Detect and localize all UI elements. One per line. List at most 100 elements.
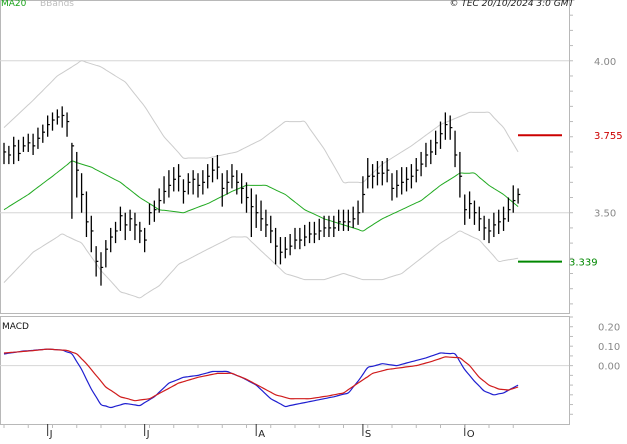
ohlc-bar xyxy=(168,170,172,198)
macd-tick-label: 0.20 xyxy=(598,323,620,334)
bb-lower-line xyxy=(3,230,519,299)
ohlc-bar xyxy=(517,188,521,204)
macd-legend: MACD xyxy=(2,322,29,332)
ohlc-bar xyxy=(182,179,186,204)
ohlc-bar xyxy=(148,203,152,225)
ohlc-bar xyxy=(216,154,220,180)
ohlc-bar xyxy=(459,151,463,198)
ohlc-bar xyxy=(473,200,477,225)
ohlc-bar xyxy=(410,164,414,189)
price-tick-label: 3.50 xyxy=(594,209,616,220)
ohlc-bar xyxy=(265,209,269,238)
ohlc-bar xyxy=(110,227,113,253)
ohlc-bar xyxy=(420,151,424,177)
ohlc-bar xyxy=(119,206,123,231)
ohlc-bar xyxy=(71,142,75,219)
ohlc-bar xyxy=(85,191,89,238)
macd-tick-label: 0.10 xyxy=(598,342,620,353)
ohlc-bar xyxy=(488,218,492,244)
ma20-legend: MA20 xyxy=(1,0,27,9)
ohlc-bar xyxy=(226,170,230,195)
ohlc-bar xyxy=(405,167,409,192)
ohlc-bar xyxy=(498,209,501,234)
macd-panel-frame xyxy=(0,316,570,425)
ohlc-bar xyxy=(313,221,317,244)
ohlc-bar xyxy=(284,237,288,259)
support-label: 3.339 xyxy=(569,258,598,269)
ohlc-bar xyxy=(95,246,99,277)
ohlc-bar xyxy=(177,164,181,192)
ohlc-bar xyxy=(187,173,191,195)
ohlc-bar xyxy=(274,227,278,265)
ohlc-bar xyxy=(22,136,26,152)
ohlc-bar xyxy=(66,112,70,137)
ohlc-bar xyxy=(13,136,16,165)
ohlc-bar xyxy=(323,215,327,238)
ohlc-bar xyxy=(430,139,433,165)
ohlc-bar xyxy=(153,200,157,222)
ohlc-bar xyxy=(449,115,453,140)
ohlc-bar xyxy=(80,173,84,213)
macd-line xyxy=(3,348,519,409)
ohlc-bar xyxy=(342,209,346,231)
ohlc-bar xyxy=(468,191,472,219)
ohlc-bar xyxy=(207,164,210,189)
price-bars xyxy=(3,106,521,286)
ohlc-bar xyxy=(42,124,45,143)
ohlc-bar xyxy=(202,170,206,195)
ohlc-bar xyxy=(270,215,273,244)
ohlc-bar xyxy=(304,224,307,247)
axis-labels: 4.00 3.50 0.20 0.10 0.00 J J A S O xyxy=(3,14,620,440)
ohlc-bar xyxy=(37,127,41,149)
ohlc-bar xyxy=(493,212,497,238)
ohlc-bar xyxy=(231,164,235,189)
ohlc-bar xyxy=(478,206,482,231)
ma20-line xyxy=(3,160,519,232)
ohlc-bar xyxy=(192,170,196,195)
month-label: A xyxy=(258,429,265,440)
ohlc-bar xyxy=(464,194,467,225)
macd-lines xyxy=(3,348,519,409)
month-label: J xyxy=(146,429,150,440)
ohlc-bar xyxy=(163,176,167,204)
ohlc-bar xyxy=(396,170,400,198)
ohlc-bar xyxy=(255,194,259,228)
ohlc-bar xyxy=(454,130,458,168)
ohlc-bar xyxy=(502,206,506,231)
ohlc-bar xyxy=(308,221,312,244)
ma20-path xyxy=(3,160,519,232)
ohlc-bar xyxy=(381,161,385,186)
ohlc-bar xyxy=(134,212,138,241)
ohlc-bar xyxy=(124,212,128,241)
price-panel-frame xyxy=(0,0,570,314)
ohlc-bar xyxy=(512,185,516,213)
ohlc-bar xyxy=(401,167,404,195)
grid-lines xyxy=(0,60,569,367)
ohlc-bar xyxy=(100,252,104,286)
ohlc-bar xyxy=(328,215,332,238)
ohlc-bar xyxy=(158,188,162,213)
ohlc-bar xyxy=(56,109,60,125)
ohlc-bar xyxy=(371,164,375,189)
ohlc-bar xyxy=(17,139,21,162)
price-tick-label: 4.00 xyxy=(594,57,616,68)
ohlc-bar xyxy=(333,215,336,238)
copyright-text: © TEC 20/10/2024 3:0 GMT xyxy=(449,0,574,9)
ohlc-bar xyxy=(240,173,244,204)
ohlc-bar xyxy=(105,240,109,268)
ohlc-bar xyxy=(483,215,487,241)
ohlc-bar xyxy=(47,115,50,137)
ohlc-bar xyxy=(299,227,303,250)
ohlc-bar xyxy=(294,227,298,250)
ohlc-bar xyxy=(507,197,511,222)
ohlc-bar xyxy=(352,206,356,228)
ohlc-bar xyxy=(139,221,142,244)
macd-tick-label: 0.00 xyxy=(598,362,620,373)
ohlc-bar xyxy=(211,158,215,183)
bollinger-bands xyxy=(3,60,519,299)
ohlc-bar xyxy=(245,182,249,213)
month-label: O xyxy=(467,429,475,440)
ohlc-bar xyxy=(444,112,448,140)
